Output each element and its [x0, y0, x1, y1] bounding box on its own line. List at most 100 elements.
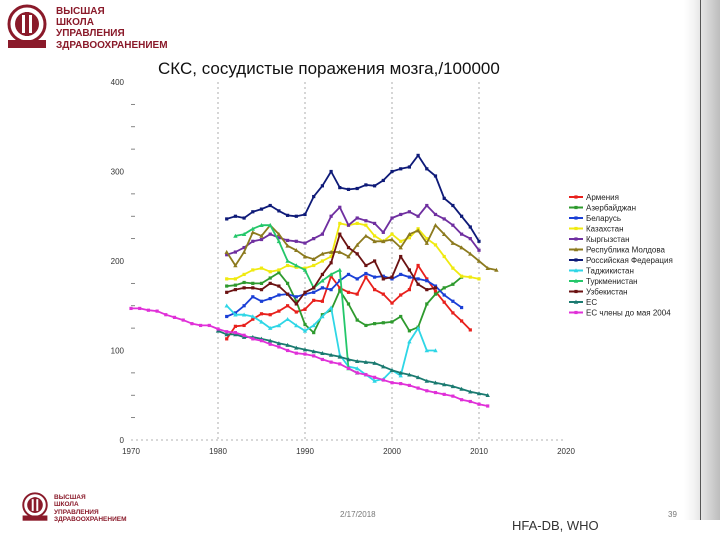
data-point — [328, 249, 334, 254]
data-point — [390, 232, 394, 236]
data-point — [355, 359, 360, 364]
data-point — [242, 323, 246, 328]
data-point — [311, 257, 316, 262]
data-point — [433, 286, 438, 290]
data-point — [242, 286, 246, 290]
series-2 — [225, 271, 464, 319]
data-point — [242, 216, 246, 220]
data-point — [303, 292, 307, 296]
data-point — [294, 351, 298, 355]
data-point — [460, 319, 464, 323]
data-point — [364, 373, 368, 377]
data-point — [433, 289, 438, 294]
data-point — [346, 366, 351, 370]
data-point — [355, 292, 359, 296]
data-point — [407, 268, 411, 272]
data-point — [312, 286, 316, 290]
data-point — [363, 233, 369, 238]
data-point — [268, 338, 273, 343]
data-point — [425, 389, 429, 393]
legend-item: ЕС члены до мая 2004 — [569, 309, 671, 318]
legend-label: Туркменистан — [586, 277, 638, 286]
data-point — [329, 214, 333, 218]
series-3 — [225, 221, 481, 281]
data-point — [450, 240, 456, 245]
data-point — [346, 357, 351, 362]
data-point — [225, 337, 229, 341]
data-point — [451, 203, 455, 208]
data-point — [407, 165, 411, 169]
data-source: HFA-DB, WHO — [512, 518, 599, 533]
data-point — [277, 271, 281, 275]
data-point — [355, 318, 359, 322]
data-point — [338, 221, 342, 226]
legend-item: Туркменистан — [569, 277, 638, 286]
data-point — [286, 304, 290, 308]
data-point — [450, 384, 456, 389]
data-point — [346, 187, 351, 191]
data-point — [390, 381, 394, 385]
data-point — [233, 331, 237, 335]
data-point — [329, 360, 333, 364]
data-point — [303, 290, 307, 294]
data-point — [320, 259, 324, 263]
data-point — [259, 312, 264, 316]
data-point — [312, 237, 316, 241]
data-point — [190, 322, 194, 326]
data-point — [312, 331, 316, 335]
data-point — [355, 371, 359, 375]
legend-label: Беларусь — [586, 214, 621, 223]
series-7 — [224, 303, 438, 383]
data-point — [259, 266, 264, 270]
data-point — [242, 304, 246, 308]
data-point — [268, 270, 272, 274]
data-point — [459, 245, 464, 250]
data-point — [259, 233, 264, 238]
data-point — [259, 288, 264, 292]
data-point — [233, 277, 237, 281]
chart-axes: 0 100 200 300 400 1970 1980 1990 2000 2010 2020 — [111, 78, 576, 456]
data-point — [320, 251, 325, 256]
data-point — [233, 263, 238, 268]
school-name: ВЫСШАЯ ШКОЛА УПРАВЛЕНИЯ ЗДРАВООХРАНЕНИЕМ — [56, 6, 168, 51]
series-line — [226, 305, 436, 382]
legend-marker — [574, 237, 578, 241]
data-point — [286, 238, 290, 243]
school-logo-footer: ВЫСШАЯ ШКОЛА УПРАВЛЕНИЯ ЗДРАВООХРАНЕНИЕМ — [20, 492, 127, 523]
data-point — [415, 228, 421, 233]
data-point — [259, 207, 264, 211]
data-point — [329, 254, 333, 259]
data-point — [285, 342, 290, 347]
data-point — [302, 328, 308, 333]
data-point — [294, 248, 299, 253]
data-point — [311, 349, 316, 354]
data-point — [346, 223, 351, 227]
data-point — [129, 306, 133, 311]
data-point — [442, 300, 446, 304]
data-point — [451, 299, 455, 303]
school-name-footer: ВЫСШАЯ ШКОЛА УПРАВЛЕНИЯ ЗДРАВООХРАНЕНИЕМ — [54, 494, 127, 523]
data-point — [233, 283, 237, 287]
data-point — [373, 375, 377, 379]
data-point — [338, 186, 342, 190]
data-point — [172, 315, 177, 319]
data-point — [364, 323, 368, 328]
data-point — [312, 194, 316, 199]
data-point — [225, 217, 229, 221]
data-point — [286, 348, 290, 353]
data-point — [328, 305, 334, 310]
data-point — [138, 306, 142, 311]
data-point — [399, 314, 403, 319]
data-point — [425, 277, 429, 281]
data-point — [276, 231, 282, 236]
data-point — [329, 261, 333, 265]
data-point — [233, 214, 237, 218]
data-point — [433, 212, 438, 217]
data-point — [468, 399, 472, 404]
data-point — [303, 307, 307, 311]
data-point — [355, 216, 359, 220]
data-point — [477, 277, 481, 281]
data-point — [355, 221, 359, 226]
data-point — [425, 279, 429, 283]
